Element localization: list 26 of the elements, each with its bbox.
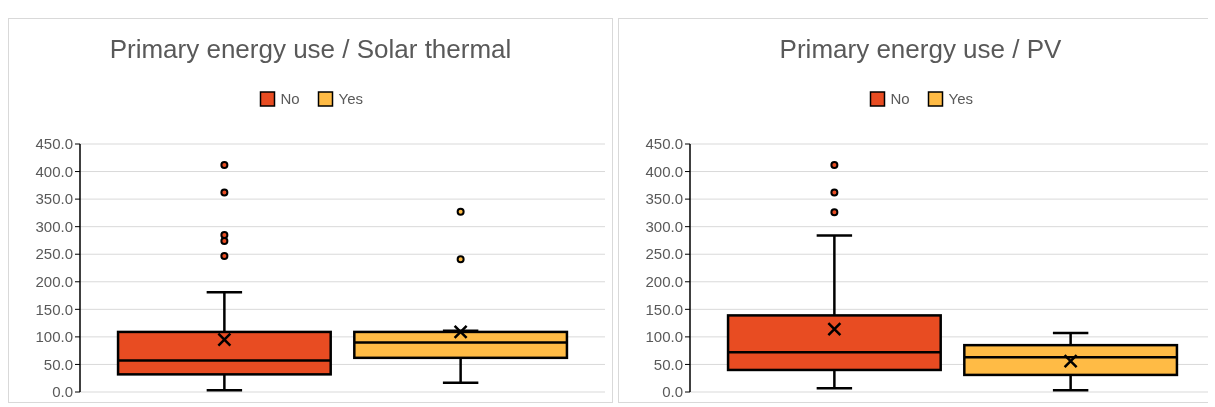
y-tick-label: 150.0 <box>35 300 73 318</box>
y-tick-label: 350.0 <box>35 190 73 208</box>
y-tick-label: 0.0 <box>662 383 683 401</box>
y-tick-label: 50.0 <box>653 355 683 373</box>
legend-label: Yes <box>338 90 363 107</box>
y-tick-label: 0.0 <box>52 383 73 401</box>
legend-label: No <box>280 90 300 107</box>
legend-label: No <box>890 90 910 107</box>
y-tick-label: 400.0 <box>35 162 73 180</box>
y-tick-label: 250.0 <box>35 245 73 263</box>
y-tick-label: 350.0 <box>645 190 683 208</box>
y-tick-label: 200.0 <box>35 273 73 291</box>
legend-label: Yes <box>948 90 973 107</box>
y-tick-label: 300.0 <box>645 217 683 235</box>
y-tick-label: 250.0 <box>645 245 683 263</box>
y-tick-label: 300.0 <box>35 217 73 235</box>
chart-title: Primary energy use / PV <box>779 34 1063 64</box>
y-tick-label: 400.0 <box>645 162 683 180</box>
y-tick-label: 100.0 <box>645 328 683 346</box>
chart-title: Primary energy use / Solar thermal <box>109 34 512 64</box>
y-tick-label: 100.0 <box>35 328 73 346</box>
y-tick-label: 450.0 <box>35 135 73 153</box>
y-tick-label: 450.0 <box>645 135 683 153</box>
y-tick-label: 200.0 <box>645 273 683 291</box>
y-tick-label: 50.0 <box>43 355 73 373</box>
y-tick-label: 150.0 <box>645 300 683 318</box>
